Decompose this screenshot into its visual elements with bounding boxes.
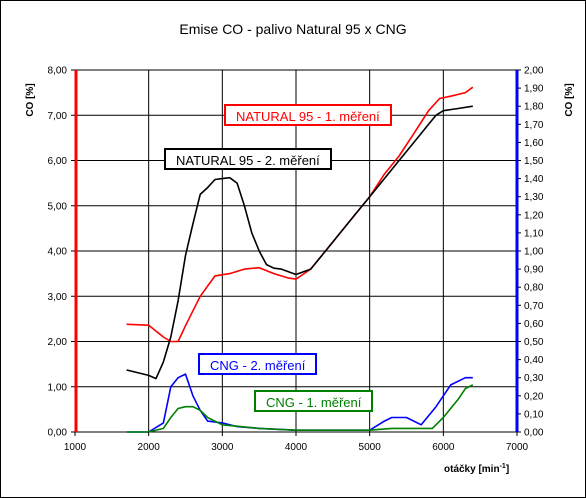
legend-cng-2: CNG - 2. měření xyxy=(198,353,318,375)
legend-natural95-2: NATURAL 95 - 2. měření xyxy=(164,148,332,170)
y-left-tick-label: 0,00 xyxy=(48,428,68,439)
x-tick-label: 7000 xyxy=(506,442,529,453)
y-right-tick-label: 0,30 xyxy=(524,373,544,384)
y-left-tick-label: 1,00 xyxy=(48,382,68,393)
y-right-tick-label: 0,70 xyxy=(524,301,544,312)
y-right-tick-label: 1,10 xyxy=(524,228,544,239)
y-left-tick-label: 6,00 xyxy=(48,156,68,167)
legend-cng-1: CNG - 1. měření xyxy=(254,390,374,412)
x-tick-label: 2000 xyxy=(138,442,161,453)
series-line-natural-95-1-mereni xyxy=(126,86,474,343)
x-tick-label: 3000 xyxy=(211,442,234,453)
y-right-tick-label: 0,60 xyxy=(524,319,544,330)
y-left-tick-label: 8,00 xyxy=(48,66,68,77)
y-left-axis-label: CO [%] xyxy=(25,83,36,116)
y-right-tick-label: 0,00 xyxy=(524,428,544,439)
x-axis-label-main: otáčky [min xyxy=(444,464,500,475)
y-right-tick-label: 1,40 xyxy=(524,174,544,185)
y-right-tick-label: 0,50 xyxy=(524,337,544,348)
x-axis-label-sup: -1 xyxy=(500,463,506,470)
y-right-tick-label: 1,30 xyxy=(524,192,544,203)
x-axis-label-end: ] xyxy=(506,464,509,475)
y-left-tick-label: 2,00 xyxy=(48,337,68,348)
y-right-tick-label: 0,90 xyxy=(524,265,544,276)
legend-natural95-1: NATURAL 95 - 1. měření xyxy=(224,104,392,126)
y-right-tick-label: 1,50 xyxy=(524,156,544,167)
y-right-tick-label: 0,10 xyxy=(524,409,544,420)
series-line-natural-95-2-mereni xyxy=(126,105,473,380)
y-right-axis-label: CO [%] xyxy=(564,83,575,116)
y-left-tick-label: 3,00 xyxy=(48,292,68,303)
x-tick-label: 5000 xyxy=(359,442,382,453)
y-right-tick-label: 1,80 xyxy=(524,102,544,113)
y-left-tick-label: 4,00 xyxy=(48,247,68,258)
x-tick-label: 4000 xyxy=(285,442,308,453)
series-line-cng-1-mereni xyxy=(126,384,474,433)
y-left-tick-label: 7,00 xyxy=(48,111,68,122)
chart-title: Emise CO - palivo Natural 95 x CNG xyxy=(179,21,407,37)
y-right-tick-label: 2,00 xyxy=(524,66,544,77)
y-right-tick-label: 1,90 xyxy=(524,84,544,95)
x-tick-label: 1000 xyxy=(64,442,87,453)
series-lines xyxy=(126,86,474,433)
x-axis-label: otáčky [min-1] xyxy=(444,463,509,475)
y-right-tick-label: 1,20 xyxy=(524,210,544,221)
y-right-tick-label: 0,20 xyxy=(524,391,544,402)
y-right-tick-label: 0,80 xyxy=(524,283,544,294)
y-right-tick-label: 1,00 xyxy=(524,247,544,258)
y-right-tick-label: 0,40 xyxy=(524,355,544,366)
tick-labels: 0,00 1,00 2,00 3,00 4,00 5,00 6,00 7,00 8,00 0,00… xyxy=(48,66,544,454)
x-tick-label: 6000 xyxy=(432,442,455,453)
y-left-tick-label: 5,00 xyxy=(48,201,68,212)
y-right-tick-label: 1,70 xyxy=(524,120,544,131)
y-right-tick-label: 1,60 xyxy=(524,138,544,149)
